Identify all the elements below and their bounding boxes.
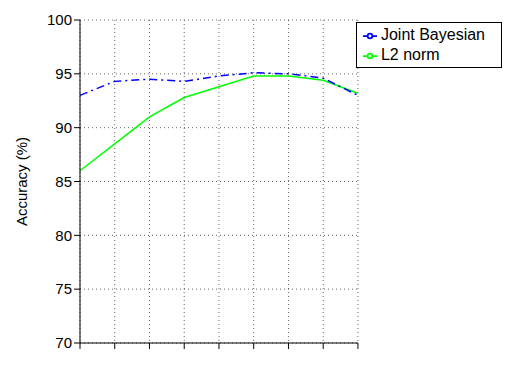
svg-text:85: 85: [55, 173, 72, 190]
svg-text:70: 70: [55, 334, 72, 351]
svg-text:100: 100: [47, 11, 72, 28]
html-text:L2 norm: L2 norm: [380, 46, 440, 63]
svg-text:95: 95: [55, 65, 72, 82]
html-text:Joint Bayesian: Joint Bayesian: [380, 26, 485, 43]
svg-text:Accuracy (%): Accuracy (%): [13, 137, 30, 226]
svg-text:90: 90: [55, 119, 72, 136]
svg-text:75: 75: [55, 280, 72, 297]
svg-text:80: 80: [55, 227, 72, 244]
